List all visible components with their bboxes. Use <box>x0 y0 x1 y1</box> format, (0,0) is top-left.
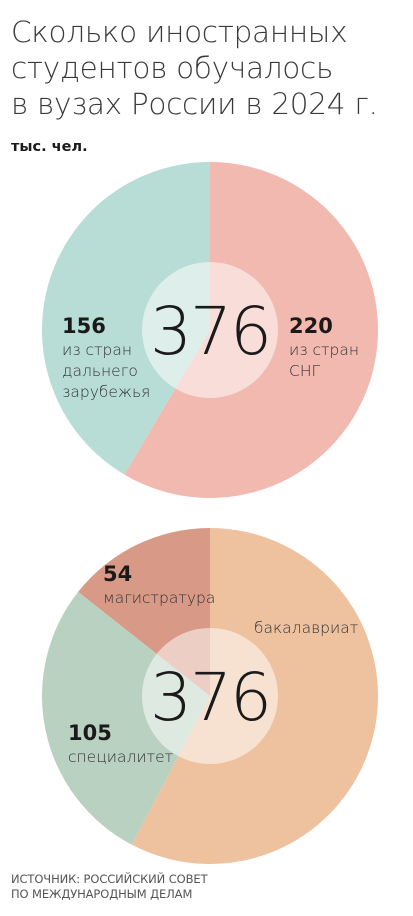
source-line: ИСТОЧНИК: РОССИЙСКИЙ СОВЕТ <box>11 872 208 886</box>
pie-chart-level: 376 бакалавриат 105 специалитет 54 магистрату… <box>41 528 378 864</box>
center-disc <box>142 628 278 764</box>
slice-value-label: 156 <box>62 314 106 338</box>
slice-description: бакалавриат <box>254 619 358 637</box>
slice-value-label: 220 <box>289 314 333 338</box>
slice-value-label: 105 <box>68 721 112 745</box>
slice-description: из стран <box>62 341 132 359</box>
slice-description: специалитет <box>68 748 173 766</box>
total-value: 376 <box>150 293 270 370</box>
title-line: студентов обучалось <box>11 51 334 85</box>
slice-description: магистратура <box>103 589 215 607</box>
slice-description: дальнего <box>62 362 138 380</box>
pie-slice <box>41 591 210 845</box>
slice-description: зарубежья <box>62 383 150 401</box>
pie-chart-region: 376 220 из стран СНГ 156 из стран дальнего зару… <box>41 162 378 499</box>
chart-title: Сколько иностранных студентов обучалось … <box>11 14 411 122</box>
slice-description: из стран <box>289 341 359 359</box>
total-value: 376 <box>150 659 270 736</box>
pie-slice <box>41 162 210 475</box>
source-line: ПО МЕЖДУНАРОДНЫМ ДЕЛАМ <box>11 887 193 901</box>
title-line: в вузах России в 2024 г. <box>11 87 378 121</box>
source-note: ИСТОЧНИК: РОССИЙСКИЙ СОВЕТ ПО МЕЖДУНАРОД… <box>11 872 208 902</box>
title-line: Сколько иностранных <box>11 15 348 49</box>
slice-description: СНГ <box>289 362 320 380</box>
unit-label: тыс. чел. <box>11 139 88 155</box>
center-disc <box>142 262 278 398</box>
slice-value-label: 54 <box>103 562 132 586</box>
